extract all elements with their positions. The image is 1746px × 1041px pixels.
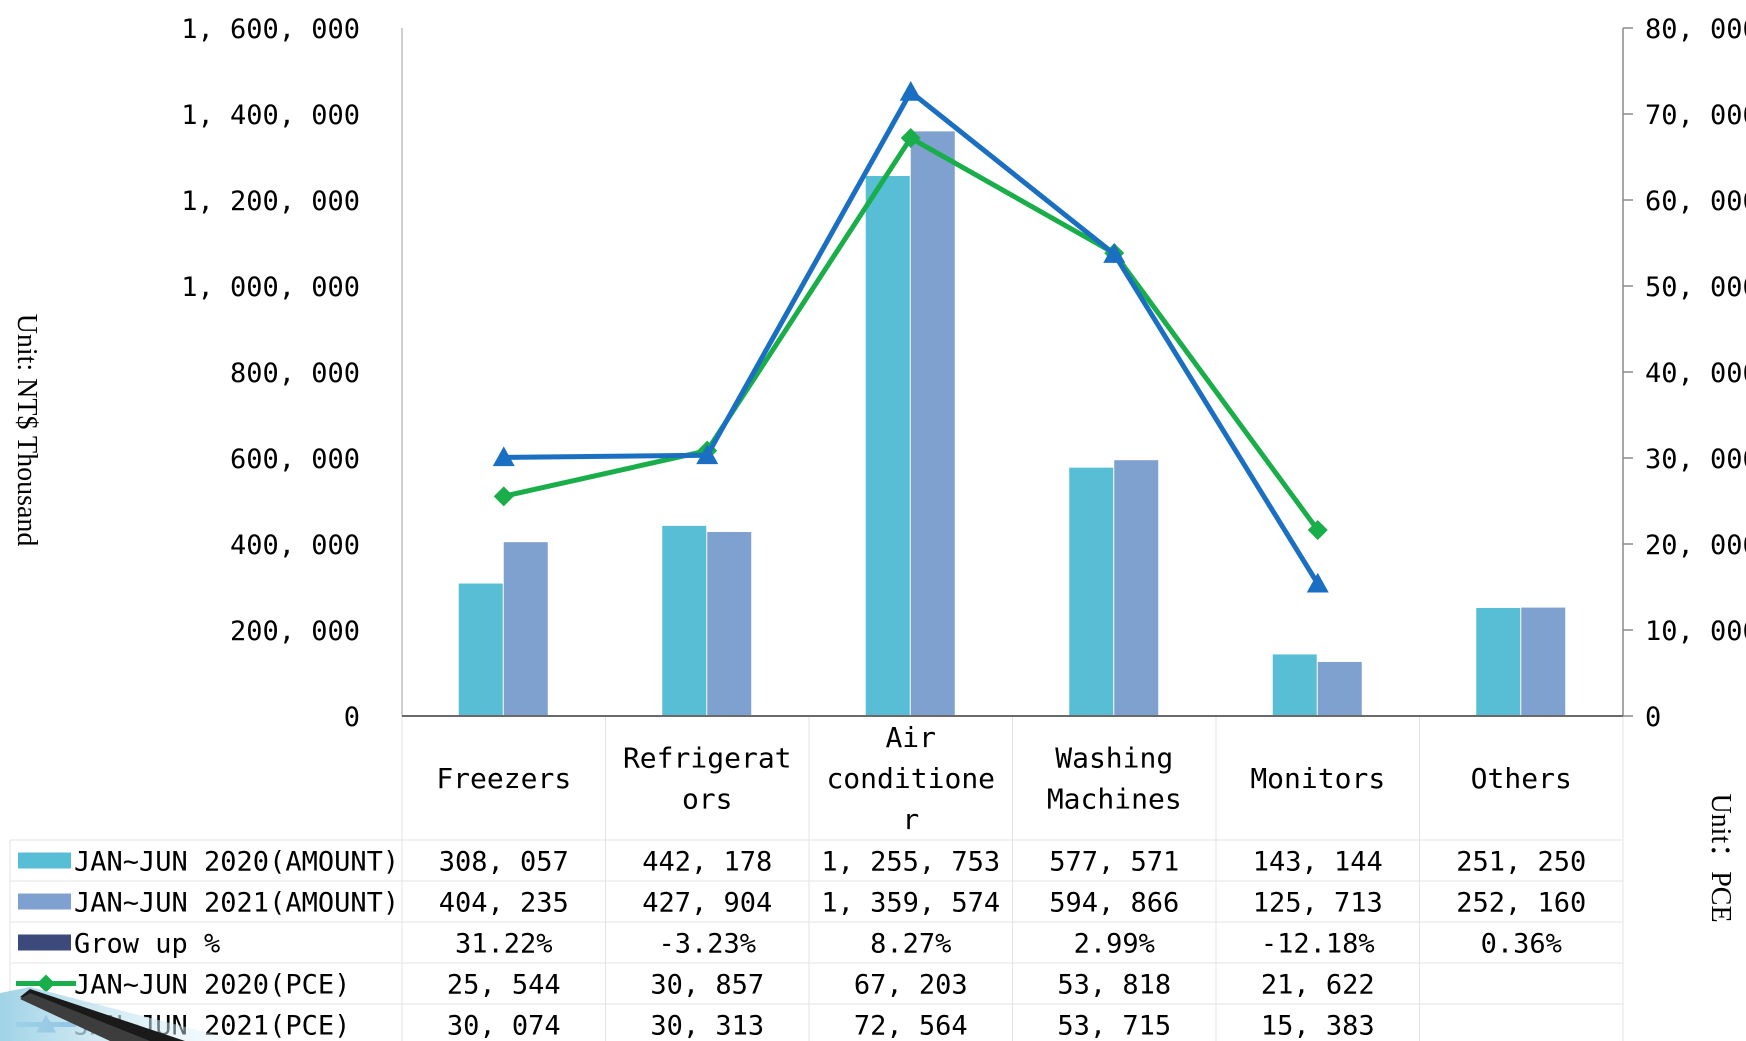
data-point	[492, 446, 515, 467]
y-axis-label: Unit: NT$ Thousand	[11, 314, 42, 547]
data-label: 442, 178	[642, 847, 772, 878]
bar	[707, 532, 752, 716]
data-label: 143, 144	[1253, 847, 1383, 878]
bar	[865, 176, 910, 716]
data-label: 404, 235	[439, 888, 569, 919]
data-point	[696, 444, 719, 465]
legend-entry: JAN~JUN 2021(AMOUNT)	[74, 888, 399, 919]
y2-tick-label: 80, 000	[1645, 14, 1746, 45]
data-label: 25, 544	[447, 970, 561, 1001]
bar	[1521, 607, 1566, 716]
category-label: conditione	[826, 762, 995, 795]
data-label: 21, 622	[1261, 970, 1375, 1001]
data-point	[1103, 243, 1126, 263]
y-tick-label: 200, 000	[230, 616, 360, 647]
y2-tick-label: 30, 000	[1645, 444, 1746, 475]
data-label: 2.99%	[1074, 929, 1155, 960]
data-label: 53, 715	[1057, 1011, 1171, 1041]
data-label: -12.18%	[1261, 929, 1375, 960]
decorative-wedge	[0, 987, 240, 1041]
data-label: 308, 057	[439, 847, 569, 878]
y2-tick-label: 0	[1645, 702, 1661, 733]
y2-tick-label: 50, 000	[1645, 272, 1746, 303]
category-label: ors	[682, 783, 733, 816]
data-label: 1, 255, 753	[821, 847, 1000, 878]
y-tick-label: 0	[344, 702, 360, 733]
y2-tick-label: 70, 000	[1645, 100, 1746, 131]
bar	[1476, 607, 1521, 716]
data-label: 577, 571	[1049, 847, 1179, 878]
y-tick-label: 1, 600, 000	[181, 14, 360, 45]
data-point	[900, 128, 921, 149]
data-point	[899, 80, 922, 101]
data-label: 125, 713	[1253, 888, 1383, 919]
bar	[503, 542, 548, 716]
data-label: 0.36%	[1481, 929, 1562, 960]
data-label: 8.27%	[870, 929, 951, 960]
data-table: JAN~JUN 2020(AMOUNT) 308, 057 442, 178 1, 2…	[16, 847, 1586, 1041]
legend-swatch	[18, 893, 71, 910]
category-label: Air	[885, 721, 936, 754]
y2-tick-label: 60, 000	[1645, 186, 1746, 217]
bar	[1317, 661, 1362, 716]
data-label: 72, 564	[854, 1011, 968, 1041]
data-label: 30, 313	[650, 1011, 764, 1041]
y2-tick-label: 40, 000	[1645, 358, 1746, 389]
category-label: Monitors	[1250, 762, 1385, 795]
data-label: 15, 383	[1261, 1011, 1375, 1041]
legend-swatch-marker	[37, 974, 55, 993]
legend-swatch	[18, 934, 71, 951]
category-labels: Freezers Refrigerat ors Air conditione r Washi…	[436, 721, 1572, 836]
lines-layer	[492, 80, 1329, 593]
data-label: 30, 074	[447, 1011, 561, 1041]
legend-entry: JAN~JUN 2020(PCE)	[74, 970, 350, 1001]
category-label: Washing	[1055, 742, 1173, 775]
category-label: Others	[1471, 762, 1572, 795]
data-point	[493, 486, 514, 507]
data-label: 594, 866	[1049, 888, 1179, 919]
data-label: 252, 160	[1456, 888, 1586, 919]
bar	[1069, 467, 1114, 716]
category-label: Freezers	[436, 762, 571, 795]
y2-tick-label: 20, 000	[1645, 530, 1746, 561]
category-label: Refrigerat	[623, 742, 792, 775]
data-label: 31.22%	[455, 929, 553, 960]
bar	[1272, 654, 1317, 716]
y-tick-label: 600, 000	[230, 444, 360, 475]
data-label: 427, 904	[642, 888, 772, 919]
bar	[458, 583, 503, 716]
data-label: 30, 857	[650, 970, 764, 1001]
data-label: 53, 818	[1057, 970, 1171, 1001]
legend-entry: JAN~JUN 2020(AMOUNT)	[74, 847, 399, 878]
bars-layer	[458, 131, 1566, 716]
data-point	[1307, 520, 1328, 541]
bar	[662, 525, 707, 716]
y-tick-label: 1, 400, 000	[181, 100, 360, 131]
data-label: 251, 250	[1456, 847, 1586, 878]
data-label: 1, 359, 574	[821, 888, 1000, 919]
bar	[910, 131, 955, 716]
legend-swatch	[18, 852, 71, 869]
y2-tick-label: 10, 000	[1645, 616, 1746, 647]
table-grid	[9, 716, 1624, 1041]
category-label: Machines	[1047, 783, 1182, 816]
y-tick-label: 1, 000, 000	[181, 272, 360, 303]
data-point	[1306, 572, 1329, 593]
axes-layer	[401, 27, 1633, 717]
y-tick-label: 800, 000	[230, 358, 360, 389]
legend-entry: Grow up %	[74, 929, 220, 960]
data-label: -3.23%	[658, 929, 756, 960]
tick-labels: 0 200, 000 400, 000 600, 000 800, 000 1, 000,…	[181, 14, 1746, 733]
y2-axis-label: Unit：PCE	[1705, 793, 1736, 922]
bar	[1114, 460, 1159, 716]
y-tick-label: 1, 200, 000	[181, 186, 360, 217]
category-label: r	[902, 803, 919, 836]
data-label: 67, 203	[854, 970, 968, 1001]
y-tick-label: 400, 000	[230, 530, 360, 561]
